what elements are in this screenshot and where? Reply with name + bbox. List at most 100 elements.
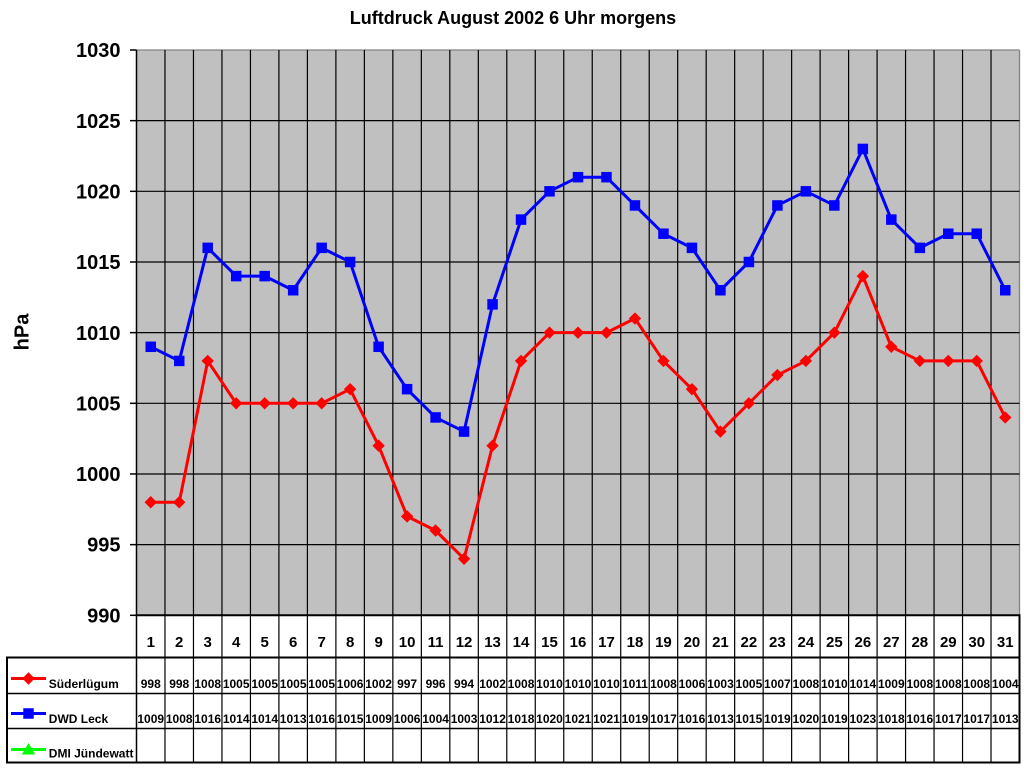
- svg-text:30: 30: [968, 634, 985, 651]
- svg-text:1015: 1015: [76, 252, 121, 274]
- svg-text:1003: 1003: [707, 677, 734, 691]
- svg-text:28: 28: [911, 634, 928, 651]
- svg-text:17: 17: [598, 634, 615, 651]
- svg-text:1016: 1016: [906, 712, 933, 726]
- svg-text:1018: 1018: [508, 712, 535, 726]
- svg-text:1004: 1004: [992, 677, 1019, 691]
- svg-text:1020: 1020: [536, 712, 563, 726]
- svg-text:1009: 1009: [365, 712, 392, 726]
- svg-text:1008: 1008: [963, 677, 990, 691]
- svg-text:10: 10: [399, 634, 416, 651]
- svg-text:1016: 1016: [308, 712, 335, 726]
- svg-text:7: 7: [317, 634, 325, 651]
- svg-text:1008: 1008: [935, 677, 962, 691]
- svg-text:4: 4: [232, 634, 241, 651]
- svg-text:998: 998: [169, 677, 189, 691]
- svg-text:Luftdruck August 2002 6 Uhr mo: Luftdruck August 2002 6 Uhr morgens: [350, 8, 676, 28]
- svg-text:14: 14: [513, 634, 530, 651]
- svg-text:1005: 1005: [280, 677, 307, 691]
- svg-text:20: 20: [684, 634, 701, 651]
- svg-text:1011: 1011: [622, 677, 648, 691]
- svg-text:1005: 1005: [76, 393, 121, 415]
- svg-text:16: 16: [570, 634, 587, 651]
- svg-text:hPa: hPa: [12, 313, 34, 351]
- svg-text:1014: 1014: [251, 712, 278, 726]
- svg-text:1005: 1005: [736, 677, 763, 691]
- svg-text:1010: 1010: [593, 677, 620, 691]
- svg-text:1016: 1016: [194, 712, 221, 726]
- svg-text:21: 21: [712, 634, 729, 651]
- svg-text:19: 19: [655, 634, 672, 651]
- svg-text:1006: 1006: [679, 677, 706, 691]
- svg-text:994: 994: [454, 677, 474, 691]
- svg-text:1021: 1021: [593, 712, 620, 726]
- svg-text:1008: 1008: [650, 677, 677, 691]
- svg-text:1013: 1013: [280, 712, 307, 726]
- svg-text:1018: 1018: [878, 712, 905, 726]
- svg-text:1002: 1002: [479, 677, 506, 691]
- svg-text:1019: 1019: [622, 712, 649, 726]
- svg-text:1008: 1008: [793, 677, 820, 691]
- svg-text:1014: 1014: [223, 712, 250, 726]
- svg-text:12: 12: [456, 634, 473, 651]
- svg-text:1012: 1012: [479, 712, 506, 726]
- svg-text:23: 23: [769, 634, 786, 651]
- svg-text:22: 22: [741, 634, 758, 651]
- svg-text:6: 6: [289, 634, 297, 651]
- svg-text:18: 18: [627, 634, 644, 651]
- svg-text:997: 997: [397, 677, 417, 691]
- svg-text:1016: 1016: [679, 712, 706, 726]
- svg-text:1019: 1019: [764, 712, 791, 726]
- svg-text:8: 8: [346, 634, 354, 651]
- svg-text:1013: 1013: [992, 712, 1019, 726]
- svg-text:1010: 1010: [76, 323, 121, 345]
- svg-text:1003: 1003: [451, 712, 478, 726]
- svg-text:DMI Jündewatt: DMI Jündewatt: [49, 746, 134, 760]
- svg-text:1020: 1020: [76, 181, 121, 203]
- svg-text:1: 1: [147, 634, 155, 651]
- svg-text:1017: 1017: [650, 712, 677, 726]
- svg-text:1025: 1025: [76, 111, 121, 133]
- svg-text:1002: 1002: [365, 677, 392, 691]
- svg-text:1008: 1008: [166, 712, 193, 726]
- svg-text:1010: 1010: [565, 677, 592, 691]
- svg-text:DWD Leck: DWD Leck: [49, 712, 109, 726]
- svg-text:1009: 1009: [878, 677, 905, 691]
- svg-text:1000: 1000: [76, 464, 121, 486]
- svg-text:2: 2: [175, 634, 183, 651]
- svg-text:1004: 1004: [422, 712, 449, 726]
- svg-text:31: 31: [997, 634, 1014, 651]
- svg-text:1015: 1015: [736, 712, 763, 726]
- svg-text:15: 15: [541, 634, 558, 651]
- svg-text:11: 11: [428, 634, 444, 651]
- svg-text:1006: 1006: [394, 712, 421, 726]
- svg-text:1008: 1008: [508, 677, 535, 691]
- svg-text:1017: 1017: [935, 712, 962, 726]
- svg-text:1014: 1014: [849, 677, 876, 691]
- svg-text:27: 27: [883, 634, 900, 651]
- svg-text:5: 5: [261, 634, 269, 651]
- svg-text:995: 995: [87, 535, 120, 557]
- svg-text:990: 990: [87, 605, 120, 627]
- svg-text:1005: 1005: [223, 677, 250, 691]
- svg-text:1008: 1008: [906, 677, 933, 691]
- svg-text:25: 25: [826, 634, 843, 651]
- svg-text:1010: 1010: [536, 677, 563, 691]
- svg-text:1019: 1019: [821, 712, 848, 726]
- svg-text:1021: 1021: [565, 712, 592, 726]
- svg-text:13: 13: [484, 634, 501, 651]
- svg-text:1005: 1005: [308, 677, 335, 691]
- svg-text:29: 29: [940, 634, 957, 651]
- svg-text:1007: 1007: [764, 677, 791, 691]
- svg-text:996: 996: [426, 677, 446, 691]
- svg-text:1006: 1006: [337, 677, 364, 691]
- svg-text:1005: 1005: [251, 677, 278, 691]
- svg-text:1023: 1023: [849, 712, 876, 726]
- svg-text:9: 9: [374, 634, 382, 651]
- svg-text:3: 3: [204, 634, 212, 651]
- svg-text:1008: 1008: [194, 677, 221, 691]
- svg-text:1009: 1009: [137, 712, 164, 726]
- svg-text:24: 24: [798, 634, 815, 651]
- svg-text:Süderlügum: Süderlügum: [49, 677, 119, 691]
- svg-text:1010: 1010: [821, 677, 848, 691]
